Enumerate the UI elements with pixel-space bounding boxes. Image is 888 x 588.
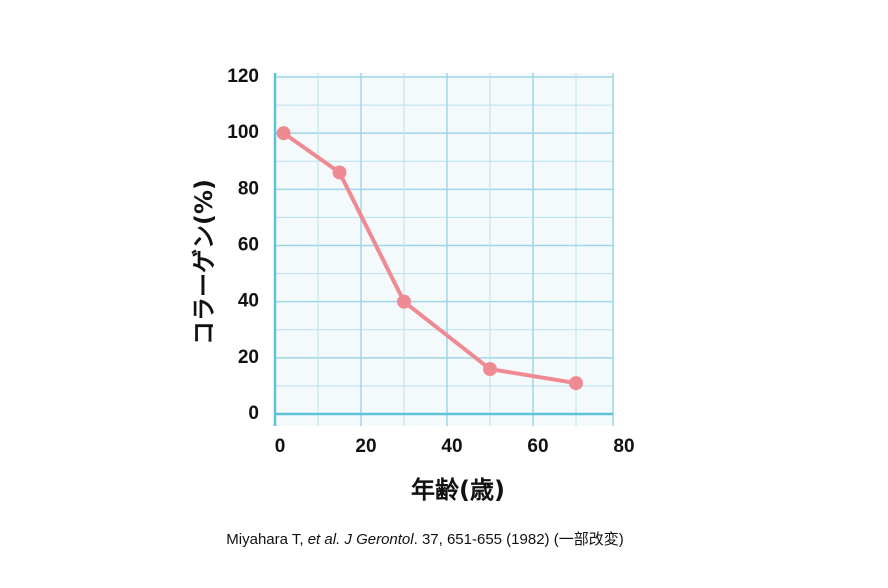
y-tick-label: 40 <box>238 291 259 312</box>
data-point <box>332 165 347 180</box>
x-axis-label: 年齢(歳) <box>411 476 505 504</box>
caption-part: . 37, 651-655 (1982) (一部改変) <box>414 531 624 548</box>
x-tick-label: 40 <box>441 436 462 457</box>
y-axis-label: コラーゲン(%) <box>190 179 218 345</box>
y-tick-label: 20 <box>238 347 259 368</box>
y-tick-label: 100 <box>227 122 259 143</box>
y-tick-label: 60 <box>238 235 259 256</box>
data-point <box>397 294 411 309</box>
plot-area <box>275 73 613 426</box>
data-point <box>483 362 497 377</box>
data-point <box>569 376 583 391</box>
y-tick-label: 0 <box>248 403 259 424</box>
caption: Miyahara T, et al. J Gerontol. 37, 651-6… <box>226 531 623 548</box>
y-tick-label: 80 <box>238 178 259 199</box>
y-tick-label: 120 <box>227 66 259 87</box>
data-point <box>276 126 291 141</box>
x-tick-label: 0 <box>275 436 286 457</box>
caption-part: et al. J Gerontol <box>308 531 415 548</box>
x-tick-label: 60 <box>527 436 548 457</box>
x-tick-label: 20 <box>355 436 376 457</box>
caption-part: Miyahara T, <box>226 531 307 548</box>
x-tick-label: 80 <box>613 436 634 457</box>
